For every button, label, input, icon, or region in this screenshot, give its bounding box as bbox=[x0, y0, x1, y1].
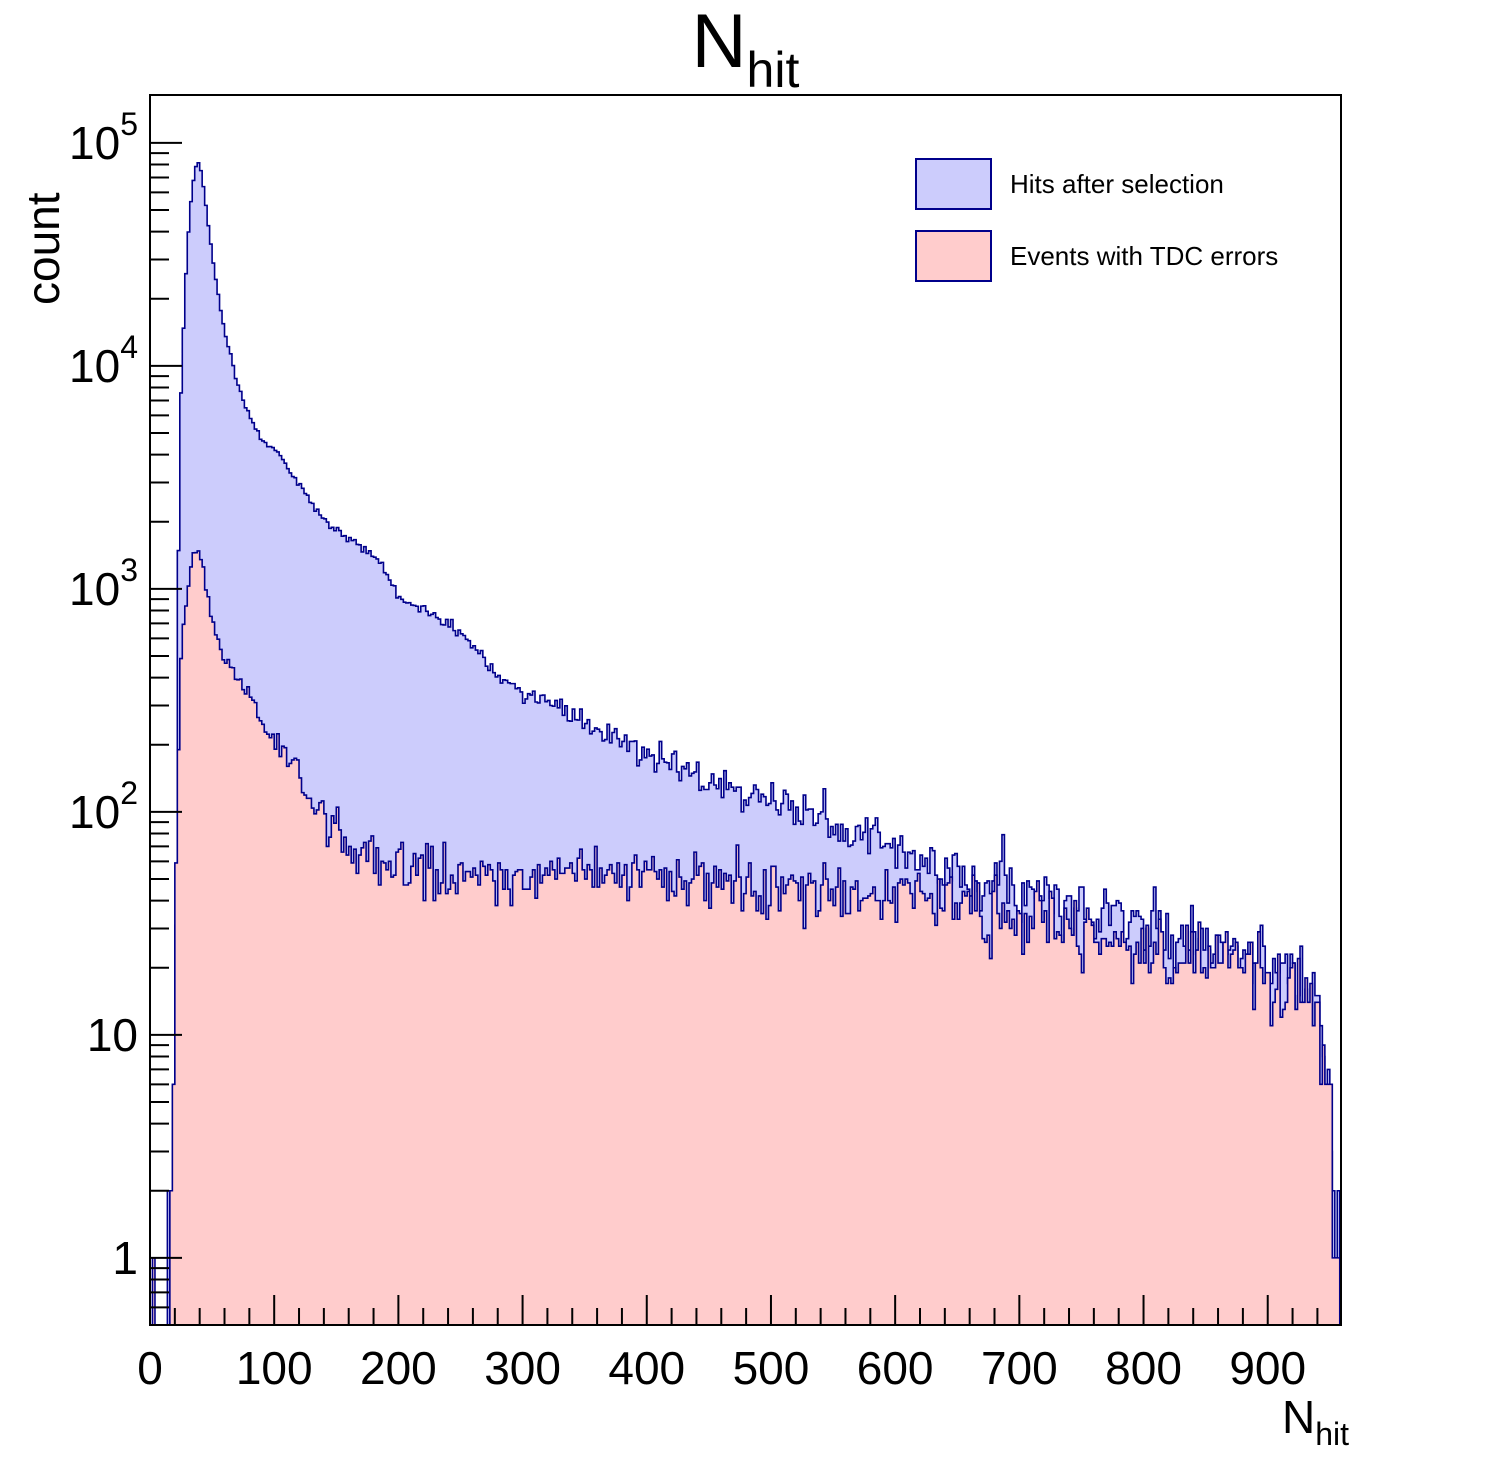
x-axis-title-sub: hit bbox=[1315, 1416, 1350, 1452]
svg-text:102: 102 bbox=[69, 775, 138, 838]
svg-text:1: 1 bbox=[112, 1232, 138, 1284]
plot-title: Nhit bbox=[150, 4, 1341, 98]
svg-text:300: 300 bbox=[484, 1342, 561, 1394]
svg-text:400: 400 bbox=[608, 1342, 685, 1394]
svg-text:10: 10 bbox=[87, 1009, 138, 1061]
svg-text:200: 200 bbox=[360, 1342, 437, 1394]
svg-text:600: 600 bbox=[857, 1342, 934, 1394]
legend-swatch-tdc-errors bbox=[915, 230, 992, 282]
x-ticks bbox=[149, 1295, 1319, 1325]
plot-title-main: N bbox=[691, 0, 747, 84]
plot-title-sub: hit bbox=[746, 42, 800, 98]
svg-text:104: 104 bbox=[69, 329, 138, 392]
svg-text:700: 700 bbox=[981, 1342, 1058, 1394]
legend-entry-hits: Hits after selection bbox=[915, 158, 1224, 210]
svg-text:800: 800 bbox=[1105, 1342, 1182, 1394]
svg-text:500: 500 bbox=[733, 1342, 810, 1394]
x-axis-title: Nhit bbox=[1282, 1390, 1349, 1453]
svg-text:900: 900 bbox=[1229, 1342, 1306, 1394]
y-axis-title: count bbox=[17, 192, 69, 305]
svg-text:0: 0 bbox=[137, 1342, 163, 1394]
legend-entry-tdc-errors: Events with TDC errors bbox=[915, 230, 1278, 282]
y-ticks bbox=[150, 141, 182, 1309]
legend-label-tdc-errors: Events with TDC errors bbox=[1010, 240, 1279, 271]
legend-swatch-hits bbox=[915, 158, 992, 210]
x-axis-title-main: N bbox=[1282, 1391, 1316, 1443]
svg-text:100: 100 bbox=[236, 1342, 313, 1394]
legend-label-hits: Hits after selection bbox=[1010, 168, 1224, 199]
svg-text:103: 103 bbox=[69, 552, 138, 615]
y-tick-labels: 1 10 102 103 104 105 bbox=[69, 106, 138, 1284]
histogram-series-tdc-errors bbox=[150, 550, 1341, 1325]
x-tick-labels: 0 100 200 300 400 500 600 700 800 900 bbox=[137, 1342, 1306, 1394]
svg-text:105: 105 bbox=[69, 106, 138, 169]
